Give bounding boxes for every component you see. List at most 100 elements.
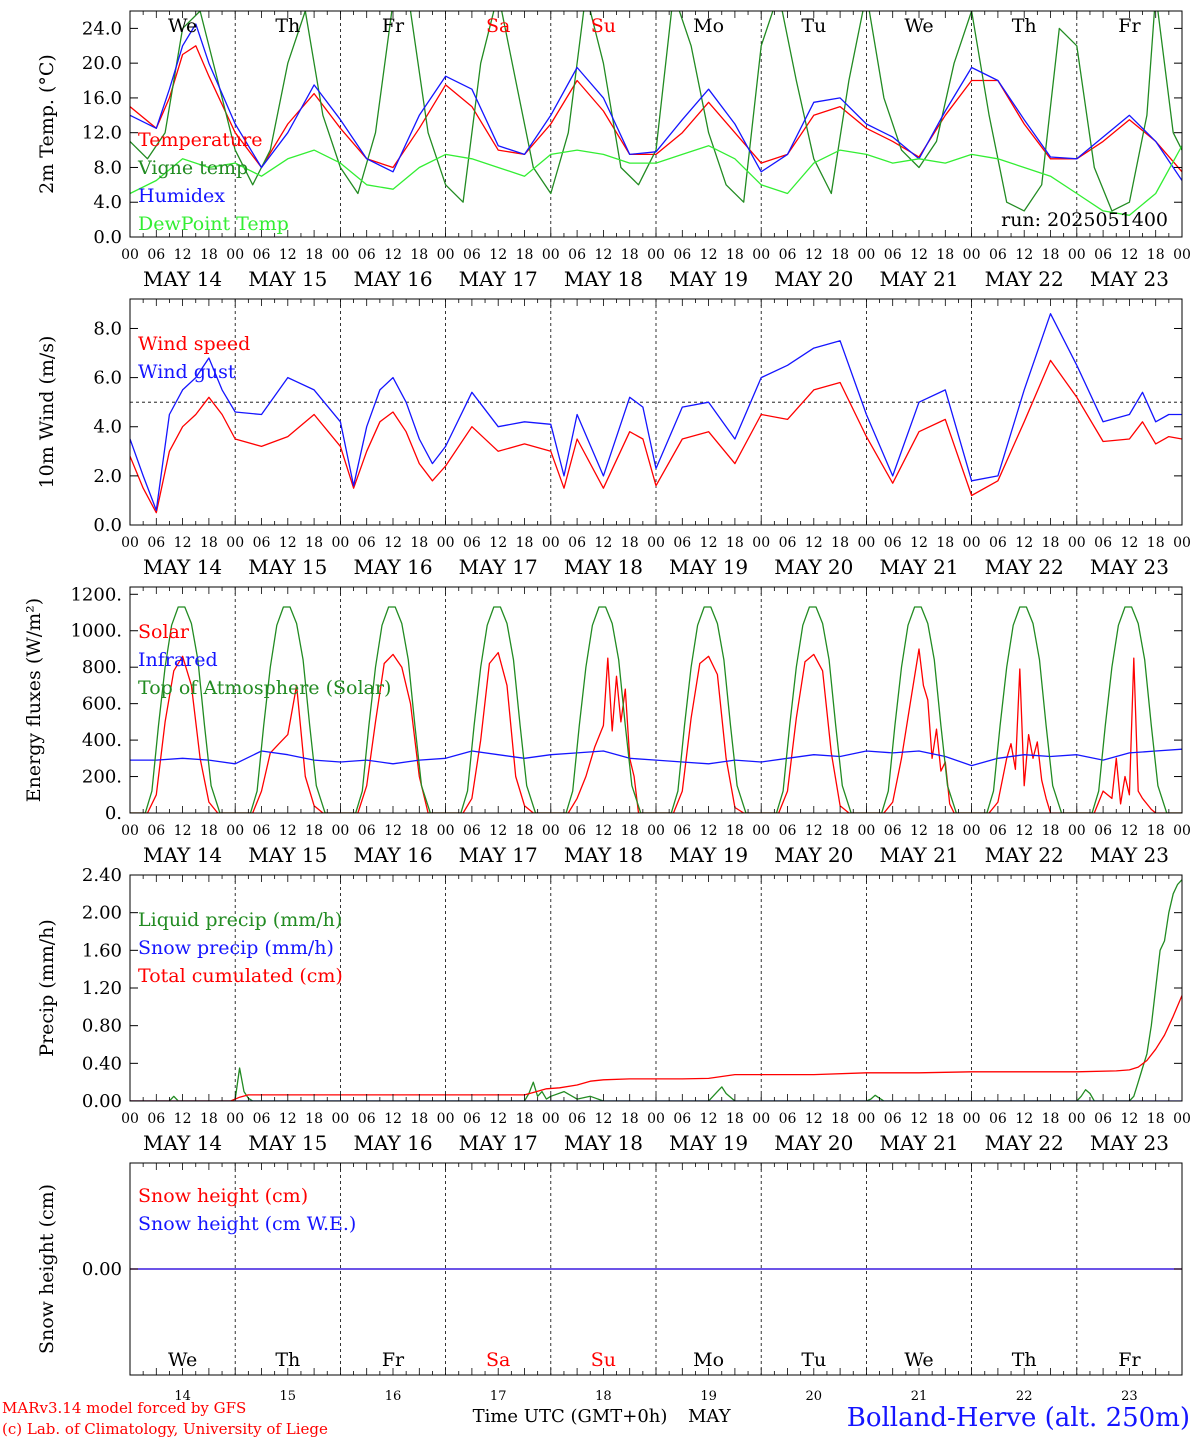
hour-tick-label: 18 <box>1042 1111 1060 1127</box>
hour-tick-label: 06 <box>358 823 376 839</box>
hour-tick-label: 18 <box>726 1111 744 1127</box>
date-label: MAY 22 <box>985 1131 1064 1155</box>
date-label: MAY 23 <box>1090 843 1169 867</box>
weekday-label-bottom: Fr <box>1118 1349 1141 1371</box>
hour-tick-label: 12 <box>805 823 823 839</box>
hour-tick-label: 00 <box>963 1111 981 1127</box>
hour-tick-label: 00 <box>437 823 455 839</box>
hour-tick-label: 18 <box>200 823 218 839</box>
date-label: MAY 20 <box>774 1131 853 1155</box>
hour-tick-label: 06 <box>253 823 271 839</box>
hour-tick-label: 00 <box>1173 1111 1191 1127</box>
y-tick-label: 8.0 <box>93 157 122 178</box>
legend-entry: Temperature <box>138 129 262 151</box>
hour-tick-label: 00 <box>1068 535 1086 551</box>
hour-tick-label: 00 <box>647 1111 665 1127</box>
hour-tick-label: 06 <box>989 535 1007 551</box>
hour-tick-label: 18 <box>200 1111 218 1127</box>
hour-tick-label: 18 <box>1147 247 1165 263</box>
date-label: MAY 19 <box>669 555 748 579</box>
date-label: MAY 18 <box>564 843 643 867</box>
hour-tick-label: 18 <box>831 535 849 551</box>
hour-tick-label: 18 <box>726 823 744 839</box>
y-tick-label: 0.00 <box>82 1091 122 1112</box>
date-label: MAY 19 <box>669 843 748 867</box>
hour-tick-label: 00 <box>647 535 665 551</box>
hour-tick-label: 18 <box>936 1111 954 1127</box>
hour-tick-label: 06 <box>147 823 165 839</box>
hour-tick-label: 00 <box>437 1111 455 1127</box>
hour-tick-label: 12 <box>174 535 192 551</box>
hour-tick-label: 12 <box>910 1111 928 1127</box>
weekday-label-top: Tu <box>801 15 826 37</box>
hour-tick-label: 12 <box>489 247 507 263</box>
hour-tick-label: 18 <box>936 247 954 263</box>
hour-tick-label: 00 <box>752 247 770 263</box>
station-label: Bolland-Herve (alt. 250m) <box>847 1403 1190 1433</box>
legend-entry: Humidex <box>138 185 225 207</box>
hour-tick-label: 06 <box>463 247 481 263</box>
hour-tick-label: 18 <box>1042 247 1060 263</box>
hour-tick-label: 00 <box>857 247 875 263</box>
legend-entry: Snow precip (mm/h) <box>138 937 334 959</box>
date-label: MAY 22 <box>985 267 1064 291</box>
hour-tick-label: 00 <box>542 535 560 551</box>
hour-tick-label: 12 <box>1120 247 1138 263</box>
weekday-label-top: Th <box>1012 15 1037 37</box>
hour-tick-label: 06 <box>884 535 902 551</box>
hour-tick-label: 00 <box>331 1111 349 1127</box>
hour-tick-label: 18 <box>1147 535 1165 551</box>
legend-entry: Wind speed <box>138 333 250 355</box>
hour-tick-label: 12 <box>594 823 612 839</box>
hour-tick-label: 12 <box>279 247 297 263</box>
hour-tick-label: 18 <box>726 247 744 263</box>
hour-tick-label: 06 <box>463 535 481 551</box>
date-label: MAY 16 <box>353 1131 432 1155</box>
hour-tick-label: 06 <box>358 1111 376 1127</box>
hour-tick-label: 18 <box>621 823 639 839</box>
legend-entry: Snow height (cm) <box>138 1185 308 1207</box>
hour-tick-label: 12 <box>700 1111 718 1127</box>
hour-tick-label: 18 <box>516 1111 534 1127</box>
hour-tick-label: 12 <box>1120 535 1138 551</box>
hour-tick-label: 12 <box>1015 247 1033 263</box>
y-tick-label: 1000. <box>70 621 122 642</box>
hour-tick-label: 12 <box>700 247 718 263</box>
hour-tick-label: 00 <box>1173 823 1191 839</box>
hour-tick-label: 00 <box>542 247 560 263</box>
hour-tick-label: 12 <box>174 247 192 263</box>
hour-tick-label: 18 <box>410 535 428 551</box>
hour-tick-label: 18 <box>200 247 218 263</box>
hour-tick-label: 12 <box>384 535 402 551</box>
hour-tick-label: 18 <box>1147 1111 1165 1127</box>
hour-tick-label: 12 <box>384 247 402 263</box>
hour-tick-label: 18 <box>621 247 639 263</box>
hour-tick-label: 06 <box>673 535 691 551</box>
hour-tick-label: 00 <box>752 823 770 839</box>
hour-tick-label: 06 <box>1094 535 1112 551</box>
hour-tick-label: 12 <box>1120 1111 1138 1127</box>
hour-tick-label: 18 <box>621 1111 639 1127</box>
day-number-label: 14 <box>174 1389 191 1404</box>
hour-tick-label: 18 <box>305 823 323 839</box>
hour-tick-label: 12 <box>1015 1111 1033 1127</box>
hour-tick-label: 00 <box>857 823 875 839</box>
grid-layer <box>130 11 1182 1375</box>
day-number-label: 16 <box>385 1389 402 1404</box>
day-number-label: 23 <box>1121 1389 1138 1404</box>
date-label: MAY 22 <box>985 555 1064 579</box>
date-label: MAY 14 <box>143 1131 222 1155</box>
hour-tick-label: 06 <box>358 535 376 551</box>
hour-tick-label: 18 <box>516 247 534 263</box>
date-label: MAY 16 <box>353 267 432 291</box>
hour-tick-label: 00 <box>331 535 349 551</box>
hour-tick-label: 06 <box>884 247 902 263</box>
hour-tick-label: 00 <box>121 247 139 263</box>
hour-tick-label: 12 <box>700 535 718 551</box>
hour-tick-label: 18 <box>410 823 428 839</box>
legend-entry: DewPoint Temp <box>138 213 289 235</box>
hour-tick-label: 00 <box>226 1111 244 1127</box>
date-label: MAY 17 <box>459 843 538 867</box>
hour-tick-label: 12 <box>279 535 297 551</box>
weekday-label-bottom: Mo <box>693 1349 724 1371</box>
